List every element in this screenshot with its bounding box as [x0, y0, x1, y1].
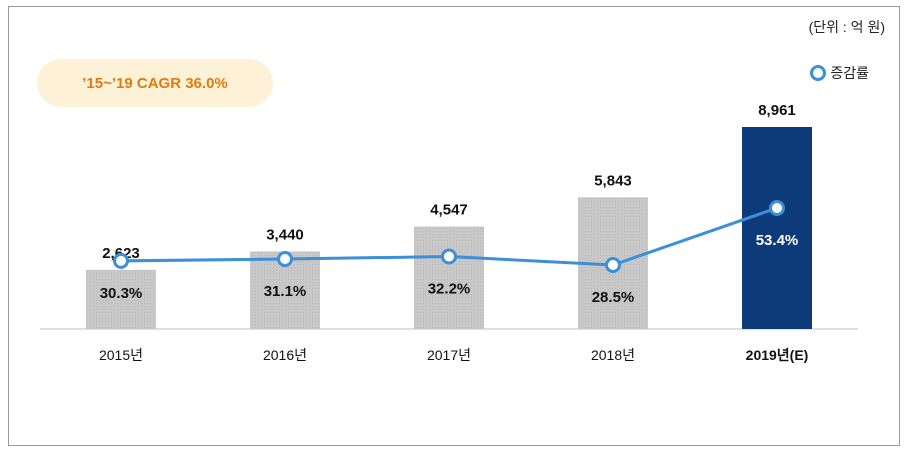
growth-rate-label: 53.4%: [756, 232, 799, 249]
bar-2015년: [86, 269, 156, 329]
growth-rate-label: 31.1%: [264, 283, 307, 300]
bar-value-label: 8,961: [758, 102, 796, 119]
growth-rate-label: 28.5%: [592, 289, 635, 306]
x-tick-label: 2019년(E): [746, 347, 809, 363]
bar-value-label: 4,547: [430, 202, 468, 219]
bar-2019년(E): [742, 127, 812, 329]
growth-rate-point: [605, 257, 621, 273]
growth-rate-point: [113, 252, 129, 269]
growth-rate-point: [277, 251, 293, 268]
x-tick-label: 2016년: [263, 347, 307, 363]
x-tick-label: 2015년: [99, 347, 143, 363]
x-tick-label: 2017년: [427, 347, 471, 363]
growth-rate-label: 30.3%: [100, 285, 143, 302]
x-tick-label: 2018년: [591, 347, 635, 363]
growth-rate-point: [769, 200, 785, 216]
unit-label: (단위 : 억 원): [808, 19, 885, 35]
legend-label: 증감률: [830, 65, 869, 81]
legend-line-marker-icon: [810, 65, 827, 81]
growth-rate-label: 32.2%: [428, 281, 471, 298]
bar-value-label: 5,843: [594, 172, 632, 189]
growth-rate-point: [441, 248, 457, 265]
bar-2017년: [414, 226, 484, 329]
legend: 증감률: [810, 63, 869, 83]
bar-value-label: 3,440: [266, 226, 304, 243]
cagr-badge: ’15~’19 CAGR 36.0%: [37, 59, 273, 107]
